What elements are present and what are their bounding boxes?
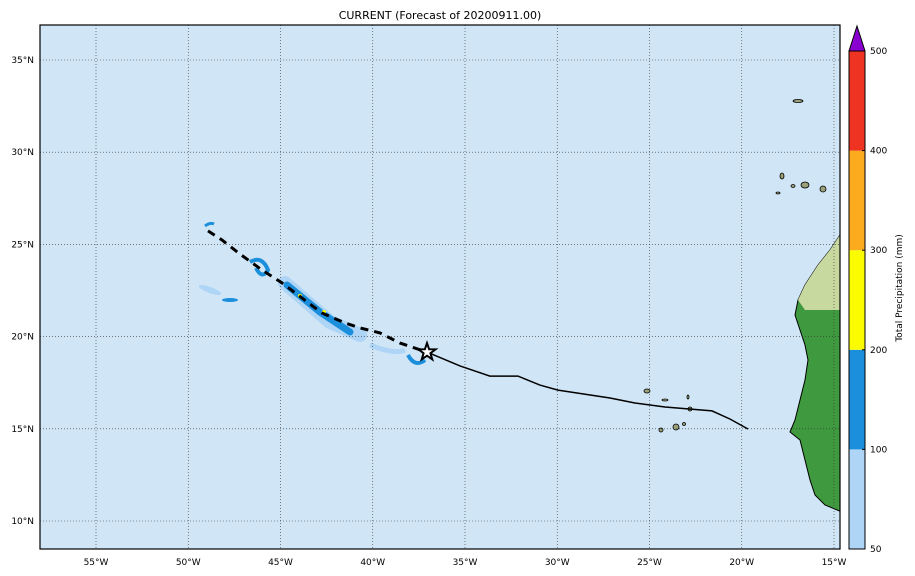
lon-tick-label: 20°W	[729, 558, 754, 568]
past-track	[207, 229, 428, 354]
storm-position-star-icon	[415, 340, 439, 362]
colorbar: 50 100 200 300 400 500	[848, 24, 887, 555]
lat-tick-label: 10°N	[11, 517, 34, 527]
map-frame	[39, 24, 841, 550]
colorbar-tick-label: 400	[870, 147, 887, 157]
forecast-track	[426, 351, 749, 430]
colorbar-segment	[849, 150, 865, 251]
colorbar-label: Total Precipitation (mm)	[895, 234, 905, 343]
colorbar-tick-label: 100	[870, 445, 887, 455]
lon-tick-label: 30°W	[545, 558, 570, 568]
colorbar-extend-arrow	[848, 24, 866, 52]
colorbar-tick-label: 500	[870, 47, 887, 57]
lat-tick-label: 35°N	[11, 56, 34, 66]
colorbar-tick-label: 50	[870, 545, 882, 555]
lon-tick-label: 45°W	[268, 558, 293, 568]
lon-tick-label: 40°W	[360, 558, 385, 568]
colorbar-tick-label: 300	[870, 246, 887, 256]
lon-tick-label: 15°W	[822, 558, 847, 568]
colorbar-segment	[849, 349, 865, 450]
map-title: CURRENT (Forecast of 20200911.00)	[338, 9, 542, 22]
colorbar-segment	[849, 250, 865, 350]
lat-tick-label: 20°N	[11, 333, 34, 343]
colorbar-segment	[849, 51, 865, 151]
desert-region	[798, 235, 840, 310]
lat-tick-label: 25°N	[11, 240, 34, 250]
lon-tick-label: 55°W	[84, 558, 109, 568]
lat-tick-label: 30°N	[11, 148, 34, 158]
colorbar-segment	[849, 449, 865, 549]
lon-tick-label: 25°W	[637, 558, 662, 568]
colorbar-tick-label: 200	[870, 346, 887, 356]
lon-tick-label: 50°W	[176, 558, 201, 568]
ocean	[40, 25, 840, 549]
lon-tick-label: 35°W	[453, 558, 478, 568]
lat-tick-label: 15°N	[11, 425, 34, 435]
graticule	[40, 25, 840, 549]
